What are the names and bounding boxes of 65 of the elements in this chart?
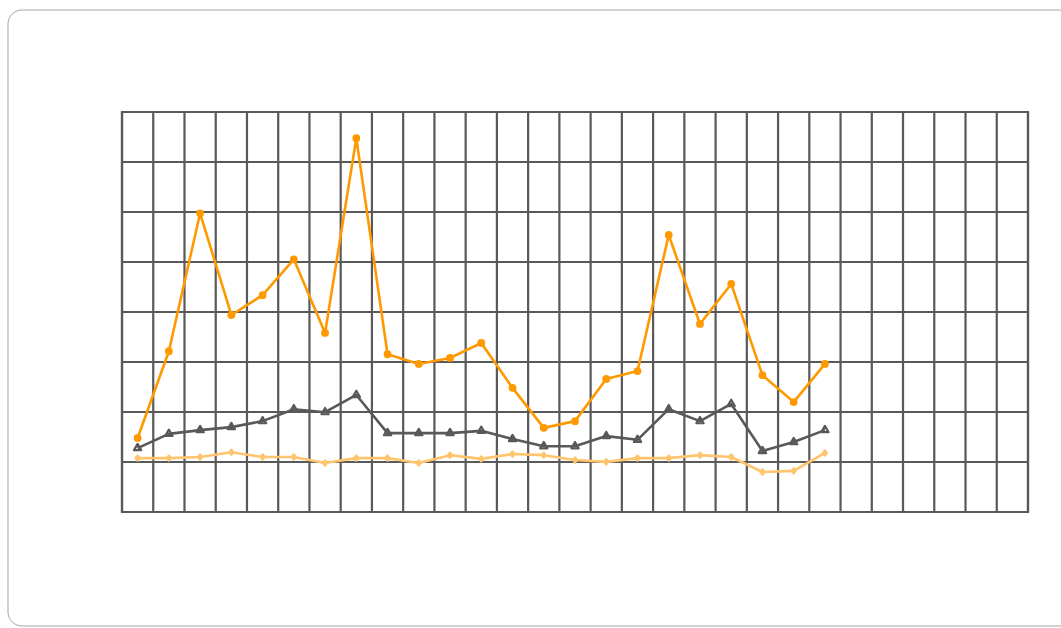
point xyxy=(664,231,673,239)
point xyxy=(165,454,172,462)
point xyxy=(790,467,797,475)
point xyxy=(351,389,362,399)
point xyxy=(384,454,391,462)
point xyxy=(290,453,297,461)
point xyxy=(352,134,361,143)
point xyxy=(696,451,704,459)
point xyxy=(383,350,392,359)
point xyxy=(321,459,329,467)
point xyxy=(539,423,548,432)
point xyxy=(758,371,767,380)
point xyxy=(727,280,736,288)
point xyxy=(257,415,268,425)
point xyxy=(353,454,360,462)
point xyxy=(133,434,142,442)
point xyxy=(446,451,454,459)
point xyxy=(508,383,517,392)
point xyxy=(259,453,266,461)
point xyxy=(320,406,330,416)
point xyxy=(321,329,329,337)
point xyxy=(289,255,298,264)
point xyxy=(821,449,829,457)
point xyxy=(164,428,174,438)
point xyxy=(134,454,141,462)
point xyxy=(226,421,237,431)
point xyxy=(228,448,235,456)
point xyxy=(695,415,705,425)
point xyxy=(446,354,454,362)
point xyxy=(477,339,486,347)
point xyxy=(476,425,487,435)
point xyxy=(788,436,799,446)
point xyxy=(164,347,173,356)
point xyxy=(196,209,205,218)
point xyxy=(258,291,267,300)
point xyxy=(478,455,485,463)
point xyxy=(665,454,672,462)
point xyxy=(197,453,204,461)
point xyxy=(445,427,455,437)
point xyxy=(759,468,766,476)
point xyxy=(415,459,422,467)
point xyxy=(726,398,736,408)
point xyxy=(227,311,236,319)
point xyxy=(789,398,798,406)
point xyxy=(603,458,610,466)
point xyxy=(509,450,516,458)
point xyxy=(696,320,704,328)
point xyxy=(757,445,768,455)
point xyxy=(633,367,642,375)
point xyxy=(602,375,611,383)
point xyxy=(382,427,393,437)
point xyxy=(634,454,641,462)
point xyxy=(539,440,549,450)
point xyxy=(570,440,580,450)
point xyxy=(728,453,735,461)
point xyxy=(414,360,423,368)
point xyxy=(414,427,424,437)
point xyxy=(571,456,579,464)
point xyxy=(821,360,829,368)
point xyxy=(507,433,518,443)
point xyxy=(540,451,547,459)
point xyxy=(601,430,611,440)
point xyxy=(195,424,205,434)
point xyxy=(632,434,643,444)
point xyxy=(571,417,579,426)
